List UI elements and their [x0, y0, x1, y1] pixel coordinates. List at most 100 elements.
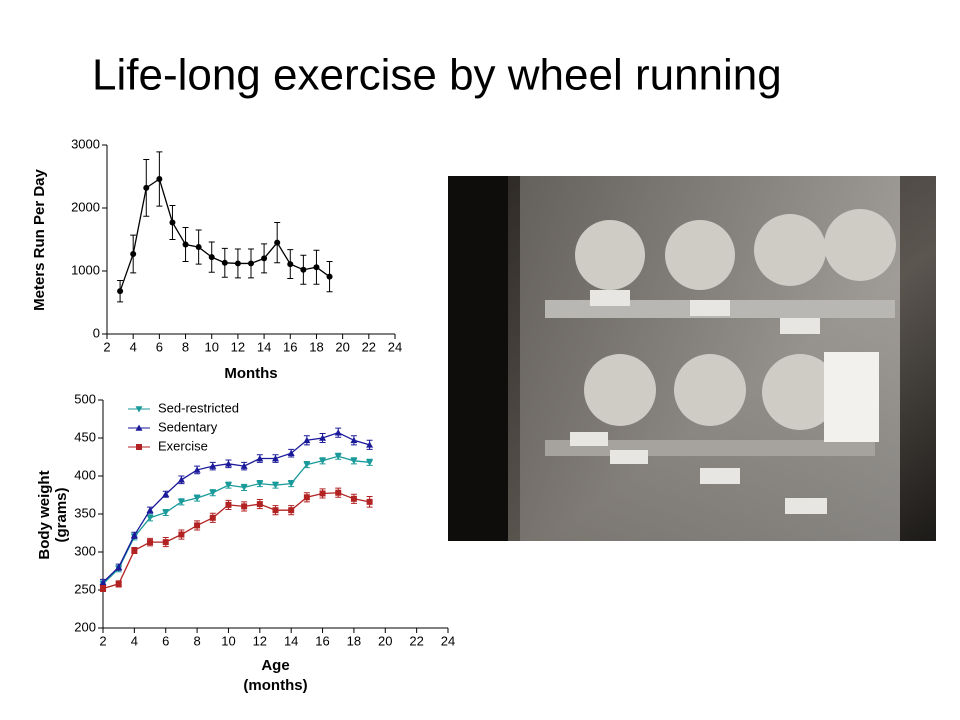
marker — [300, 266, 307, 273]
marker — [272, 482, 279, 489]
marker — [287, 261, 294, 268]
x-tick-label: 24 — [388, 339, 402, 354]
marker — [256, 455, 264, 462]
marker — [274, 239, 281, 246]
marker — [115, 563, 123, 570]
x-tick-label: 6 — [156, 339, 163, 354]
y-tick-label: 200 — [74, 619, 96, 634]
marker — [272, 455, 279, 462]
series-line — [102, 455, 370, 585]
x-tick-label: 22 — [362, 339, 376, 354]
x-tick-label: 10 — [221, 633, 235, 648]
x-axis-title: Age — [261, 657, 289, 674]
marker — [131, 547, 138, 554]
x-tick-label: 8 — [193, 633, 200, 648]
marker — [240, 462, 248, 469]
marker — [287, 480, 295, 488]
marker — [350, 436, 358, 444]
x-tick-label: 2 — [99, 633, 106, 648]
marker — [334, 453, 342, 460]
x-tick-label: 16 — [283, 339, 297, 354]
marker — [178, 531, 185, 538]
x-tick-label: 2 — [103, 339, 110, 354]
x-tick-label: 22 — [409, 633, 423, 648]
marker — [240, 484, 248, 491]
marker — [193, 495, 201, 502]
marker — [224, 482, 232, 489]
marker — [182, 241, 189, 248]
x-tick-label: 14 — [257, 339, 271, 354]
marker — [221, 259, 228, 266]
y-axis-title: Body weight — [36, 470, 53, 559]
marker — [303, 461, 311, 469]
marker — [162, 509, 170, 516]
x-tick-label: 4 — [131, 633, 138, 648]
marker — [146, 515, 154, 522]
marker — [303, 494, 310, 501]
y-tick-label: 400 — [74, 467, 96, 482]
y-tick-label: 2000 — [71, 199, 100, 214]
marker — [162, 539, 169, 546]
marker — [100, 585, 106, 592]
marker — [256, 480, 264, 488]
photo — [448, 176, 936, 541]
marker — [130, 531, 138, 539]
legend-label: Sedentary — [158, 419, 218, 434]
y-tick-label: 0 — [93, 325, 100, 340]
y-tick-label: 500 — [74, 391, 96, 406]
marker — [313, 264, 320, 271]
x-tick-label: 24 — [441, 633, 455, 648]
y-axis-title: (grams) — [53, 487, 70, 542]
series-line — [102, 492, 370, 590]
marker — [319, 458, 327, 465]
x-tick-label: 18 — [309, 339, 323, 354]
marker — [177, 499, 185, 506]
x-axis-title: Months — [224, 365, 277, 382]
marker — [350, 495, 357, 502]
y-tick-label: 300 — [74, 543, 96, 558]
marker — [135, 424, 143, 431]
y-axis-title: Meters Run Per Day — [31, 168, 48, 310]
marker — [303, 436, 311, 444]
x-tick-label: 6 — [162, 633, 169, 648]
x-tick-label: 20 — [335, 339, 349, 354]
y-tick-label: 450 — [74, 429, 96, 444]
x-tick-label: 12 — [253, 633, 267, 648]
x-tick-label: 8 — [182, 339, 189, 354]
marker — [335, 489, 342, 496]
marker — [234, 260, 241, 267]
marker — [287, 449, 295, 456]
x-tick-label: 12 — [231, 339, 245, 354]
series-line — [102, 431, 370, 583]
marker — [177, 476, 185, 483]
marker — [319, 434, 327, 441]
marker — [209, 489, 217, 497]
marker — [256, 501, 263, 508]
marker — [272, 507, 279, 514]
marker — [366, 459, 374, 466]
marker — [261, 255, 268, 262]
marker — [366, 498, 373, 505]
x-tick-label: 16 — [315, 633, 329, 648]
x-tick-label: 4 — [130, 339, 137, 354]
y-tick-label: 3000 — [71, 136, 100, 151]
marker — [130, 250, 137, 257]
marker — [156, 176, 163, 183]
marker — [193, 466, 201, 473]
marker — [209, 514, 216, 521]
marker — [195, 244, 202, 251]
marker — [326, 273, 333, 280]
marker — [117, 288, 124, 295]
x-tick-label: 20 — [378, 633, 392, 648]
marker — [319, 490, 326, 497]
marker — [169, 219, 176, 226]
marker — [224, 460, 232, 467]
marker — [350, 458, 358, 465]
marker — [208, 254, 215, 261]
marker — [135, 406, 143, 413]
x-tick-label: 10 — [204, 339, 218, 354]
marker — [194, 522, 201, 529]
x-tick-label: 14 — [284, 633, 298, 648]
y-tick-label: 350 — [74, 505, 96, 520]
